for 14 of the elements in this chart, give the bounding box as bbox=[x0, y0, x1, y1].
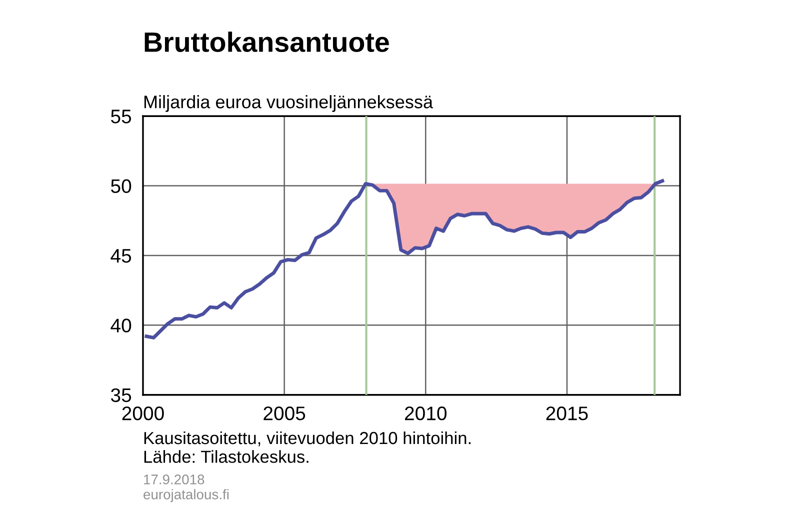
x-tick-label: 2000 bbox=[122, 406, 164, 420]
line-series bbox=[144, 179, 664, 340]
y-tick-label: 55 bbox=[111, 110, 132, 124]
y-tick-label: 40 bbox=[110, 318, 132, 332]
text: 17.9.2018 eurojatalous.fi bbox=[144, 474, 229, 502]
y-tick-label: 50 bbox=[111, 179, 132, 194]
text: Kausitasoitettu, viitevuoden 2010 hintoihin. Lähde: Tilastokeskus. bbox=[144, 431, 471, 463]
chart-title: Bruttokansantuote bbox=[144, 32, 389, 52]
x-tick-label: 2015 bbox=[546, 406, 588, 420]
y-tick-label: 35 bbox=[110, 388, 132, 402]
x-tick-label: 2005 bbox=[264, 406, 306, 420]
y-tick-label: 45 bbox=[110, 249, 132, 263]
x-tick-label: 2010 bbox=[405, 406, 447, 420]
y-axis-title: Miljardia euroa vuosineljänneksessä bbox=[144, 95, 434, 112]
